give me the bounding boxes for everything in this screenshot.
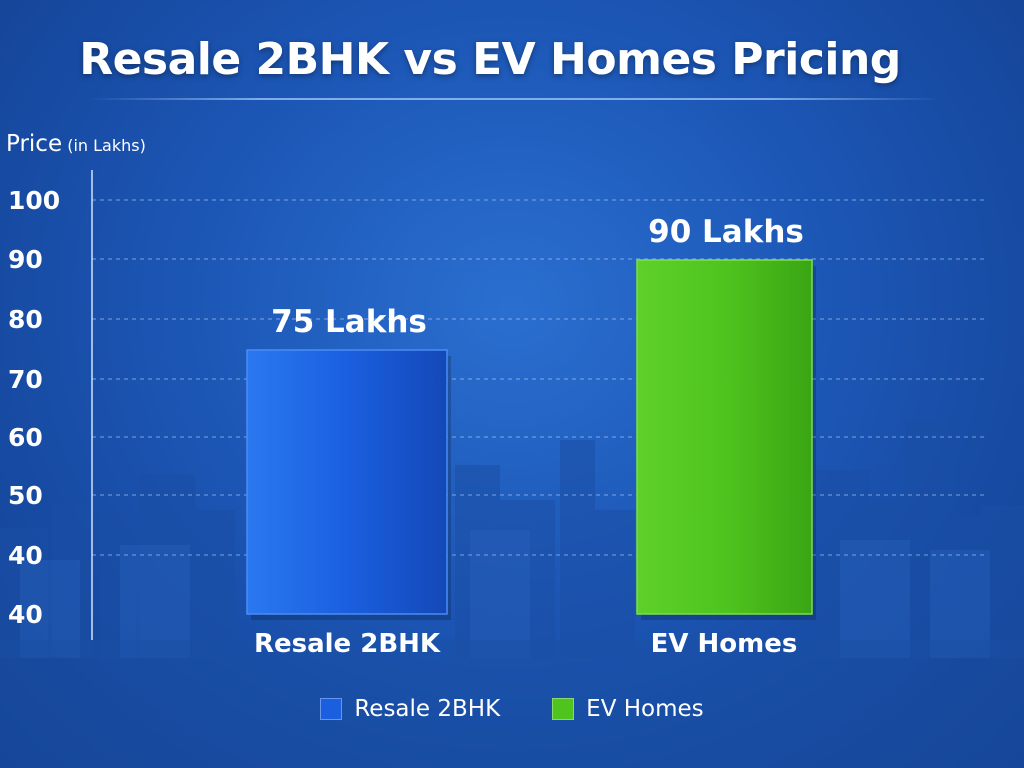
bars-layer xyxy=(246,259,816,620)
y-axis-label-main: Price xyxy=(6,131,63,157)
legend: Resale 2BHK EV Homes xyxy=(0,696,1024,722)
y-tick-label: 90 xyxy=(8,245,43,274)
title-underline xyxy=(90,98,940,100)
y-tick-label: 70 xyxy=(8,365,43,394)
x-tick-label-resale-2bhk: Resale 2BHK xyxy=(254,629,441,659)
x-tick-label-ev-homes: EV Homes xyxy=(651,629,798,659)
bar-resale-2bhk xyxy=(246,349,448,615)
legend-item-resale[interactable]: Resale 2BHK xyxy=(320,696,500,722)
y-tick-label: 40 xyxy=(8,541,43,570)
legend-swatch-ev-homes xyxy=(552,698,575,720)
legend-label-ev-homes: EV Homes xyxy=(586,696,704,722)
axis-layer xyxy=(82,170,1005,640)
data-label-resale-2bhk: 75 Lakhs xyxy=(271,304,427,340)
y-tick-label: 100 xyxy=(8,186,60,215)
y-tick-label: 50 xyxy=(8,481,43,510)
bar-ev-homes xyxy=(636,259,813,615)
legend-item-ev-homes[interactable]: EV Homes xyxy=(552,696,704,722)
legend-label-resale: Resale 2BHK xyxy=(354,696,501,722)
y-tick-label: 60 xyxy=(8,423,43,452)
y-axis-label-unit: (in Lakhs) xyxy=(67,136,146,155)
y-tick-label: 40 xyxy=(8,600,43,629)
data-label-ev-homes: 90 Lakhs xyxy=(648,214,804,250)
y-tick-label: 80 xyxy=(8,305,43,334)
y-axis-label: Price (in Lakhs) xyxy=(6,131,146,157)
chart-title: Resale 2BHK vs EV Homes Pricing xyxy=(79,34,901,85)
labels-layer: 100 90 80 70 60 50 40 40 75 Lakhs Resale 2BHK 90 L… xyxy=(8,186,804,659)
grid-layer xyxy=(92,199,985,556)
legend-swatch-resale xyxy=(320,698,343,720)
